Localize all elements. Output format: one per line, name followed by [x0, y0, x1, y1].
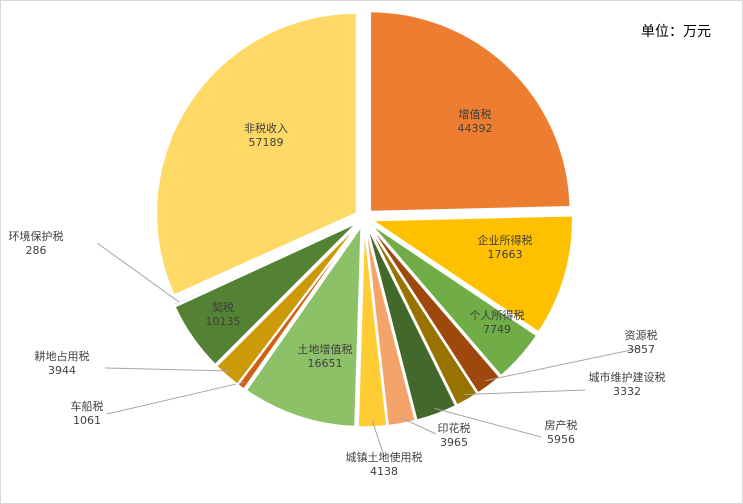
slice-label-name-14: 非税收入 [244, 121, 288, 135]
slice-label-value-9: 16651 [308, 357, 343, 370]
slice-label-value-6: 5956 [547, 433, 575, 446]
slice-label-value-10: 1061 [73, 414, 101, 427]
slice-label-value-13: 286 [26, 244, 47, 257]
slice-label-name-7: 印花税 [438, 421, 471, 435]
pie-slice-6 [366, 226, 457, 422]
slice-label-value-4: 3857 [627, 343, 655, 356]
pie-slice-9 [245, 224, 362, 428]
slice-label-name-9: 土地增值税 [298, 342, 353, 356]
slice-label-name-8: 城镇土地使用税 [346, 450, 423, 464]
leader-line-4 [485, 347, 642, 382]
pie-slice-4 [368, 224, 501, 395]
slice-label-name-13: 环境保护税 [9, 229, 64, 243]
pie-slice-13 [172, 221, 357, 307]
slice-label-value-2: 17663 [488, 248, 523, 261]
leader-line-11 [104, 367, 231, 372]
pie-slice-1 [369, 10, 571, 213]
slice-label-value-8: 4138 [370, 465, 398, 478]
pie-slice-12 [173, 222, 358, 366]
slice-label-name-10: 车船税 [71, 399, 104, 413]
slice-label-name-6: 房产税 [545, 418, 578, 432]
pie-slice-11 [215, 224, 359, 386]
unit-label: 单位：万元 [641, 24, 711, 40]
leader-line-13 [96, 242, 180, 303]
slice-label-value-11: 3944 [48, 364, 76, 377]
slice-label-name-5: 城市维护建设税 [589, 370, 666, 384]
slice-label-value-14: 57189 [249, 136, 284, 149]
slice-label-value-7: 3965 [440, 436, 468, 449]
slice-label-name-12: 契税 [212, 300, 234, 314]
leader-line-8 [371, 420, 385, 457]
slice-label-value-3: 7749 [483, 323, 511, 336]
pie-slice-7 [364, 226, 417, 427]
slice-label-value-1: 44392 [458, 122, 493, 135]
pie-slice-10 [236, 224, 360, 391]
slice-label-name-1: 增值税 [459, 107, 492, 121]
pie-slice-2 [370, 214, 574, 334]
pie-slice-3 [370, 223, 538, 377]
leader-line-5 [464, 389, 586, 395]
leader-line-10 [106, 381, 245, 415]
pie-slice-14 [155, 12, 358, 297]
leader-line-6 [434, 407, 542, 438]
pie-slice-8 [357, 226, 388, 428]
slice-label-name-11: 耕地占用税 [35, 349, 90, 363]
slice-label-value-12: 10135 [206, 315, 241, 328]
slice-label-name-4: 资源税 [625, 328, 658, 342]
leader-line-7 [400, 417, 437, 435]
slice-label-name-2: 企业所得税 [478, 233, 533, 247]
slice-label-value-5: 3332 [613, 385, 641, 398]
slice-label-name-3: 个人所得税 [470, 308, 525, 322]
